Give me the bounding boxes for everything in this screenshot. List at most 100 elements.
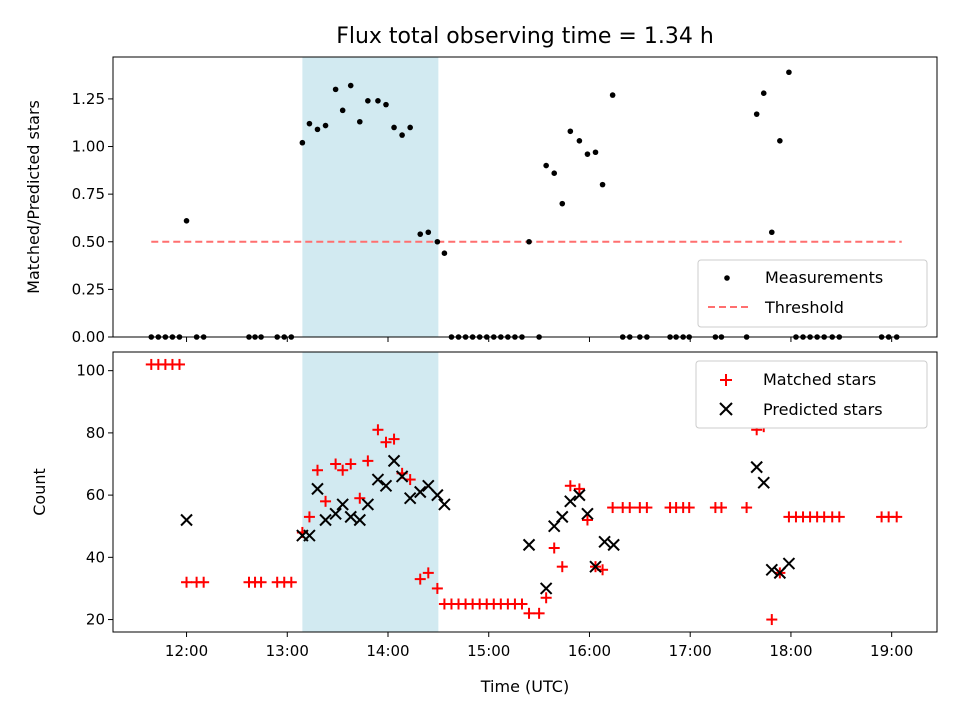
predicted-star-point [371, 473, 385, 486]
matched-star-point [181, 576, 193, 588]
x-tick-label: 19:00 [870, 642, 913, 660]
y-tick-label: 20 [86, 611, 105, 629]
matched-star-point [683, 502, 695, 514]
matched-star-point [285, 576, 297, 588]
measurement-point [599, 181, 606, 188]
predicted-legend-marker [719, 402, 733, 416]
ratio-y-axis-label: Matched/Predicted stars [24, 100, 43, 294]
predicted-star-point [573, 488, 586, 502]
matched-star-point [345, 458, 357, 470]
predicted-star-point [564, 495, 577, 508]
measurement-point [347, 82, 354, 89]
measurement-point [425, 229, 432, 236]
matched-star-point [641, 502, 653, 514]
ratio-highlight-span [302, 57, 439, 337]
predicted-star-point [539, 582, 553, 595]
count-x-ticks: 12:00 13:00 14:00 15:00 16:00 17:00 18:00 19:00 [165, 632, 913, 660]
predicted-star-point [422, 479, 435, 492]
measurement-point [339, 107, 346, 114]
x-tick-label: 12:00 [165, 642, 208, 660]
measurement-point [434, 238, 441, 245]
measurement-point [306, 120, 313, 127]
ratio-panel: 0.00 0.25 0.50 0.75 1.00 1.25 Matched/Predict… [24, 56, 938, 346]
predicted-star-point [387, 454, 401, 468]
matched-star-point [607, 502, 619, 514]
measurement-point [441, 250, 448, 256]
measurement-point [407, 124, 413, 131]
predicted-star-point [329, 507, 342, 520]
matched-star-point [548, 542, 560, 554]
predicted-star-point [589, 560, 602, 573]
matched-star-point [533, 607, 545, 619]
predicted-star-point [303, 529, 316, 542]
y-tick-label: 0.00 [72, 328, 105, 346]
matched-star-point [833, 511, 845, 523]
measurement-point [786, 69, 792, 76]
matched-star-point [581, 514, 593, 526]
predicted-star-point [379, 479, 393, 492]
predicted-star-point [598, 535, 611, 548]
count-panel: 20 40 60 80 100 12:00 13:00 14:00 15:00 16:00 17:… [30, 351, 938, 696]
matched-star-point [624, 502, 636, 514]
predicted-star-point [522, 538, 536, 552]
x-tick-label: 18:00 [769, 642, 812, 660]
matched-stars-points [145, 358, 903, 626]
measurement-point [332, 86, 339, 93]
predicted-star-point [765, 563, 779, 576]
predicted-star-point [344, 510, 357, 524]
matched-star-point [564, 480, 576, 492]
predicted-star-point [607, 538, 620, 552]
measurement-point [375, 98, 381, 104]
matched-star-point [523, 607, 535, 619]
predicted-star-point [319, 513, 332, 527]
matched-star-point [362, 455, 374, 467]
ratio-axes-frame [112, 56, 938, 338]
y-tick-label: 0.75 [72, 185, 105, 203]
matched-star-point [303, 511, 315, 523]
x-tick-label: 14:00 [366, 642, 409, 660]
matched-legend-label: Matched stars [763, 370, 876, 389]
y-tick-label: 80 [86, 424, 105, 442]
matched-star-point [388, 433, 400, 445]
y-tick-label: 1.00 [72, 138, 105, 156]
measurement-point [417, 231, 424, 237]
measurement-point [322, 122, 329, 129]
count-highlight-span [302, 352, 439, 632]
measurement-point [576, 138, 583, 144]
measurement-point [584, 151, 591, 157]
predicted-star-point [782, 557, 796, 570]
measurement-point [299, 139, 306, 146]
matched-star-point [516, 598, 528, 610]
y-tick-label: 0.25 [72, 280, 105, 298]
measurement-point [526, 238, 532, 245]
predicted-star-point [361, 498, 375, 511]
measurement-point [356, 118, 363, 125]
matched-star-point [540, 592, 552, 604]
matched-star-point [311, 464, 323, 476]
measurement-point [365, 98, 371, 104]
threshold-legend-label: Threshold [764, 298, 844, 317]
ratio-legend-box [697, 259, 928, 328]
y-tick-label: 60 [86, 486, 105, 504]
measurement-point [753, 111, 760, 117]
matched-star-point [715, 502, 727, 514]
predicted-star-point [750, 460, 763, 474]
measurement-point [777, 138, 783, 144]
count-x-axis-label: Time (UTC) [480, 677, 569, 696]
matched-star-point [337, 464, 349, 476]
y-tick-label: 100 [76, 362, 105, 380]
measurement-point [391, 124, 397, 131]
measurement-point [567, 128, 574, 135]
matched-star-point [372, 424, 384, 436]
measurement-point [183, 218, 190, 224]
predicted-star-point [581, 507, 594, 520]
count-y-ticks: 20 40 60 80 100 [76, 362, 113, 629]
matched-star-point [198, 576, 210, 588]
y-tick-label: 0.50 [72, 233, 105, 251]
ratio-y-ticks: 0.00 0.25 0.50 0.75 1.00 1.25 [72, 90, 113, 346]
matched-star-point [556, 561, 568, 573]
ratio-legend: Measurements Threshold [697, 259, 928, 328]
measurement-point [559, 200, 566, 207]
matched-star-point [414, 573, 426, 585]
count-y-axis-label: Count [30, 468, 49, 516]
